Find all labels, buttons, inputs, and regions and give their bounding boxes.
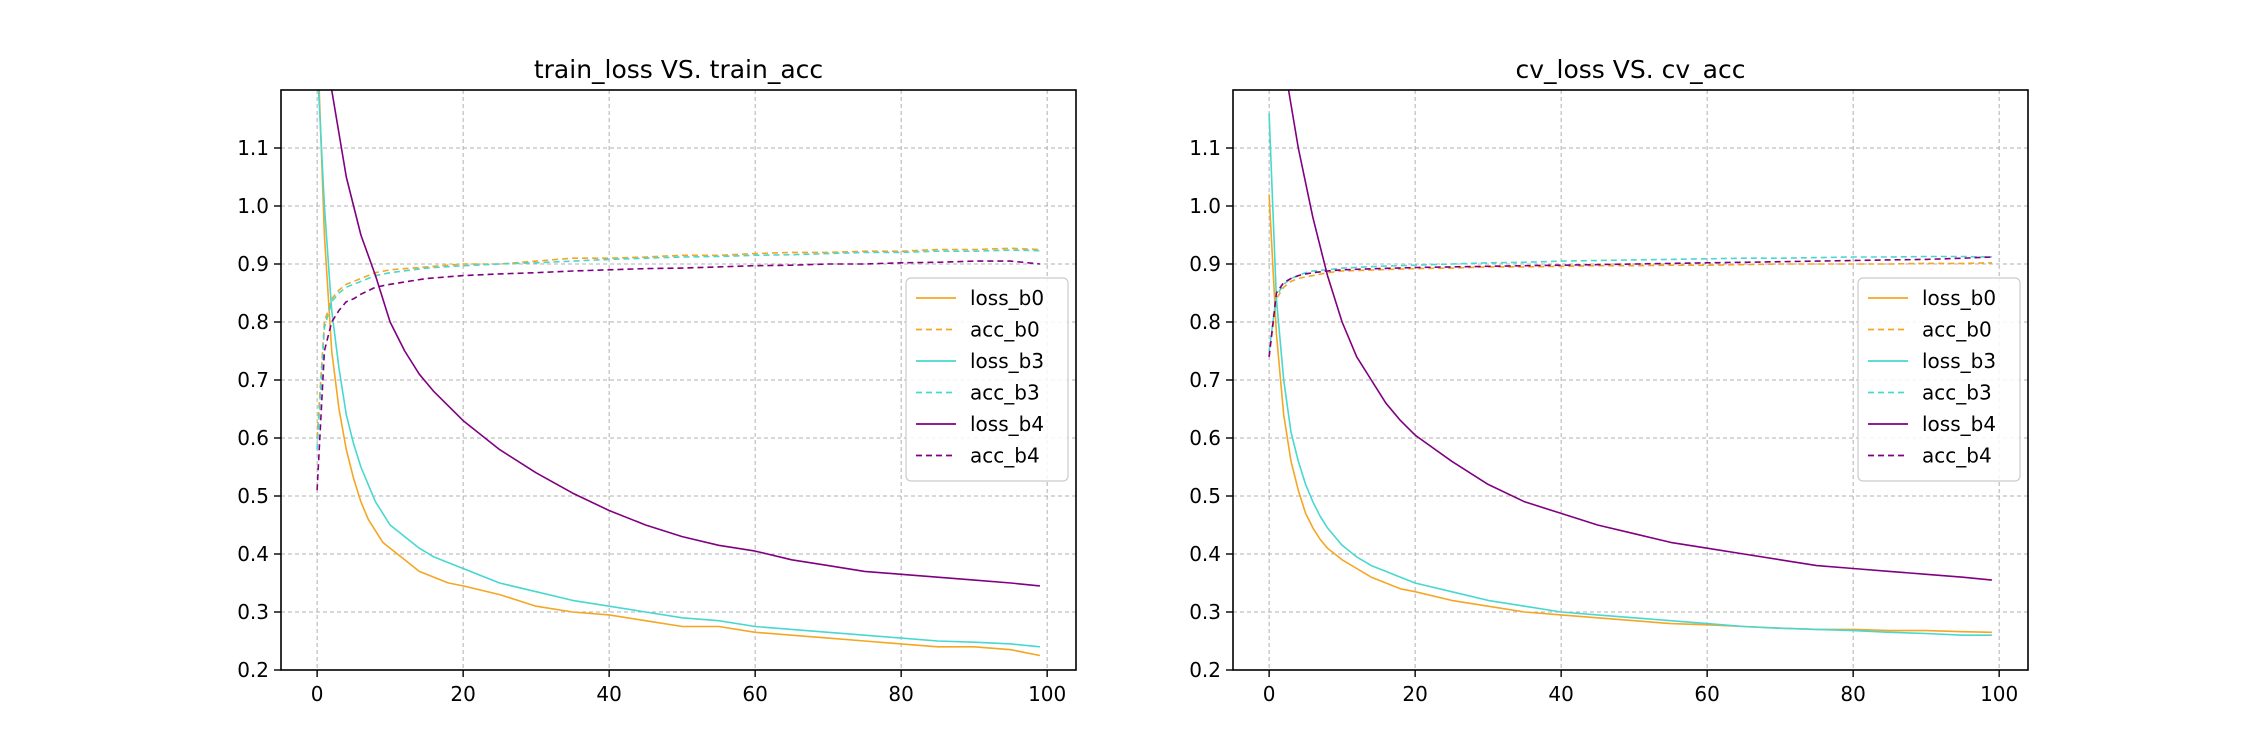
series-line-acc_b3 — [1268, 255, 1992, 352]
y-tick-label: 0.5 — [1189, 484, 1221, 508]
y-tick-label: 0.7 — [1189, 368, 1221, 392]
y-tick-label: 0.9 — [1189, 252, 1221, 276]
legend-label-loss_b0: loss_b0 — [970, 286, 1044, 310]
y-tick-label: 1.0 — [237, 194, 269, 218]
series-line-loss_b3 — [317, 90, 1040, 648]
x-tick-label: 20 — [1402, 682, 1427, 706]
series-line-loss_b4 — [330, 90, 1040, 587]
series-line-acc_b4 — [316, 260, 1040, 491]
legend-label-acc_b3: acc_b3 — [1922, 381, 1992, 405]
legend-label-loss_b4: loss_b4 — [1922, 412, 1996, 436]
x-tick-label: 100 — [1028, 682, 1066, 706]
chart-panel-1: 0 20 40 60 80 100 0.2 0.3 0.4 0.5 0.6 0.7 0.8 0.9 1.0 1… — [237, 55, 1077, 706]
legend-label-acc_b4: acc_b4 — [1922, 444, 1992, 468]
x-tick-label: 60 — [742, 682, 767, 706]
y-tick-label: 0.3 — [237, 600, 269, 624]
y-tick-label: 0.6 — [237, 426, 269, 450]
x-tick-label: 20 — [450, 682, 475, 706]
y-tick-label: 0.2 — [1189, 658, 1221, 682]
x-tick-label: 40 — [1548, 682, 1573, 706]
x-tick-label: 80 — [1840, 682, 1865, 706]
legend-label-loss_b4: loss_b4 — [970, 412, 1044, 436]
legend-label-loss_b0: loss_b0 — [1922, 286, 1996, 310]
y-tick-label: 0.8 — [237, 310, 269, 334]
y-tick-label: 0.4 — [237, 542, 269, 566]
x-tick-label: 60 — [1694, 682, 1719, 706]
legend-label-loss_b3: loss_b3 — [970, 349, 1044, 373]
y-tick-label: 1.1 — [1189, 136, 1221, 160]
series-line-acc_b4 — [1268, 256, 1992, 357]
y-tick-label: 0.3 — [1189, 600, 1221, 624]
y-tick-label: 1.1 — [237, 136, 269, 160]
legend-label-loss_b3: loss_b3 — [1922, 349, 1996, 373]
series-line-loss_b0 — [318, 90, 1041, 657]
series-line-acc_b0 — [1268, 262, 1992, 357]
y-tick-label: 0.4 — [1189, 542, 1221, 566]
y-tick-label: 0.8 — [1189, 310, 1221, 334]
chart-title: train_loss VS. train_acc — [534, 55, 823, 84]
legend-label-acc_b4: acc_b4 — [970, 444, 1040, 468]
y-tick-label: 0.5 — [237, 484, 269, 508]
y-tick-label: 0.7 — [237, 368, 269, 392]
chart-panel-2: 0 20 40 60 80 100 0.2 0.3 0.4 0.5 0.6 0.7 0.8 0.9 1.0 1… — [1189, 55, 2029, 706]
legend-label-acc_b0: acc_b0 — [1922, 318, 1992, 342]
y-tick-label: 0.6 — [1189, 426, 1221, 450]
legend: loss_b0 acc_b0 loss_b3 acc_b3 loss_b4 acc_b4 — [905, 277, 1069, 482]
legend: loss_b0 acc_b0 loss_b3 acc_b3 loss_b4 acc_b4 — [1857, 277, 2021, 482]
y-tick-label: 0.2 — [237, 658, 269, 682]
x-tick-label: 0 — [1263, 682, 1276, 706]
legend-label-acc_b3: acc_b3 — [970, 381, 1040, 405]
x-tick-label: 0 — [311, 682, 324, 706]
y-tick-label: 1.0 — [1189, 194, 1221, 218]
series-line-loss_b3 — [1268, 113, 1992, 637]
y-tick-label: 0.9 — [237, 252, 269, 276]
legend-label-acc_b0: acc_b0 — [970, 318, 1040, 342]
series-line-acc_b0 — [316, 247, 1040, 439]
x-tick-label: 80 — [888, 682, 913, 706]
series-line-loss_b4 — [1287, 90, 1992, 581]
x-tick-label: 40 — [596, 682, 621, 706]
chart-title: cv_loss VS. cv_acc — [1516, 55, 1746, 84]
x-tick-label: 100 — [1980, 682, 2018, 706]
series-line-acc_b3 — [316, 249, 1040, 450]
